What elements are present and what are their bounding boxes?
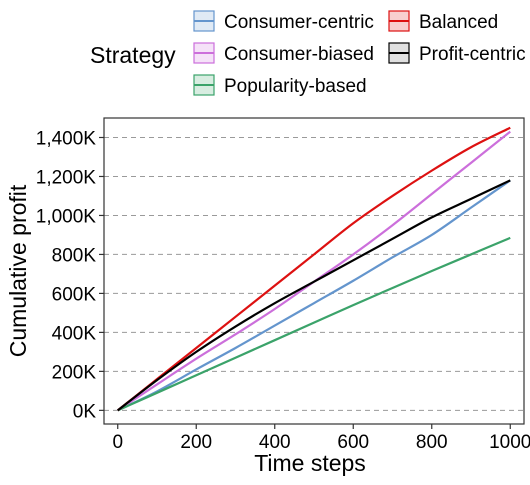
y-axis: 0K 200K 400K 600K 800K 1,000K 1,200K 1,400K <box>36 128 104 422</box>
legend: Strategy Consumer-centric BalancedConsume… <box>90 10 526 97</box>
plot-border <box>103 117 525 425</box>
series-line-consumer-centric <box>117 179 511 412</box>
x-tick-label: 0 <box>112 432 123 453</box>
legend-key-profit-centric: Profit-centric <box>388 42 526 65</box>
legend-key-consumer-centric: Consumer-centric <box>193 10 374 33</box>
x-axis: 0 200 400 600 800 1000 <box>112 424 530 453</box>
y-tick-label: 1,400K <box>36 128 97 149</box>
x-tick-label: 600 <box>337 432 369 453</box>
x-tick-label: 800 <box>416 432 448 453</box>
x-tick-label: 200 <box>180 432 212 453</box>
y-tick-label: 1,200K <box>36 167 97 188</box>
legend-label: Balanced <box>419 12 498 33</box>
legend-items: Consumer-centric Balanced Consumer-biased P… <box>193 10 526 97</box>
legend-key-popularity-based: Popularity-based <box>193 74 367 97</box>
y-tick-label: 600K <box>52 284 97 305</box>
legend-label: Consumer-centric <box>224 12 374 33</box>
x-tick-label: 1000 <box>489 432 530 453</box>
legend-key-consumer-biased: Consumer-biased <box>193 42 374 65</box>
y-axis-label: Cumulative profit <box>5 184 31 357</box>
series-line-profit-centric <box>117 179 511 412</box>
series-layer <box>117 126 511 412</box>
x-tick-label: 400 <box>259 432 291 453</box>
series-line-balanced <box>117 126 511 412</box>
legend-label: Consumer-biased <box>224 44 374 65</box>
series-line-popularity-based <box>117 236 511 412</box>
y-tick-label: 800K <box>52 245 97 266</box>
y-tick-label: 200K <box>52 362 97 383</box>
x-axis-label: Time steps <box>254 450 366 476</box>
legend-label: Popularity-based <box>224 76 367 97</box>
series-line-consumer-biased <box>117 130 511 412</box>
gridlines <box>104 136 524 411</box>
legend-label: Profit-centric <box>419 44 526 65</box>
y-tick-label: 400K <box>52 323 97 344</box>
legend-key-balanced: Balanced <box>388 10 498 33</box>
legend-title: Strategy <box>90 42 176 68</box>
y-tick-label: 1,000K <box>36 206 97 227</box>
y-tick-label: 0K <box>73 401 97 422</box>
